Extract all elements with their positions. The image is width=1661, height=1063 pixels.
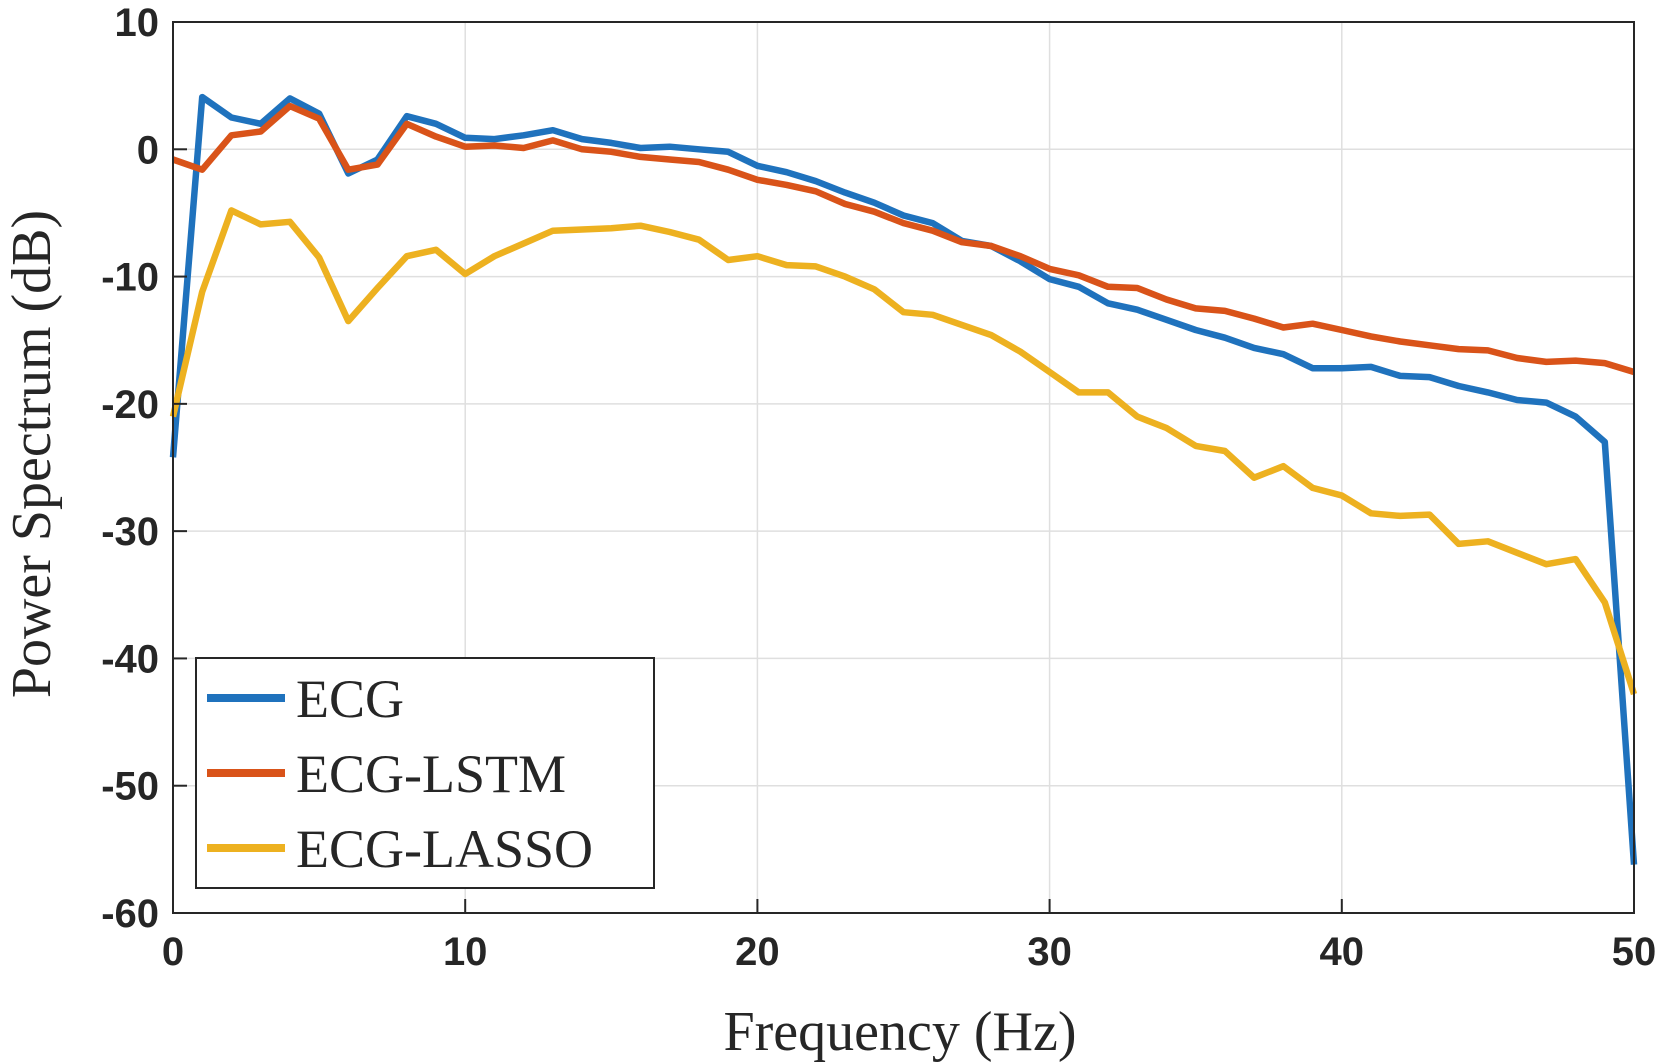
- y-tick-label: 10: [115, 1, 160, 45]
- x-tick-label: 20: [735, 930, 780, 974]
- series-line-ecg: [169, 93, 1638, 865]
- y-tick-label: -30: [101, 510, 159, 554]
- x-axis-title: Frequency (Hz): [724, 1001, 1077, 1063]
- x-tick-label: 0: [162, 930, 184, 974]
- y-tick-label: -20: [101, 383, 159, 427]
- legend-label-ecg-lasso: ECG-LASSO: [296, 819, 593, 879]
- y-tick-label: -60: [101, 892, 159, 936]
- legend: ECG ECG-LSTM ECG-LASSO: [195, 657, 655, 889]
- y-tick-label: -10: [101, 256, 159, 300]
- x-tick-label: 50: [1612, 930, 1657, 974]
- plot-frame: [172, 21, 1635, 914]
- series-line-ecg-lstm: [171, 102, 1635, 376]
- legend-label-ecg: ECG: [296, 669, 404, 729]
- tick-labels: 0 10 20 30 40 50 10 0 -10 -20 -30 -40 -50 -60: [101, 1, 1656, 974]
- y-axis-title: Power Spectrum (dB): [1, 210, 63, 698]
- series-line-ecg-lasso: [169, 207, 1638, 696]
- y-tick-label: -40: [101, 637, 159, 681]
- x-tick-label: 30: [1027, 930, 1072, 974]
- y-tick-label: 0: [137, 128, 159, 172]
- series-lines: [169, 93, 1638, 865]
- x-tick-label: 10: [443, 930, 488, 974]
- y-tick-label: -50: [101, 765, 159, 809]
- x-tick-label: 40: [1320, 930, 1365, 974]
- legend-label-ecg-lstm: ECG-LSTM: [296, 744, 566, 804]
